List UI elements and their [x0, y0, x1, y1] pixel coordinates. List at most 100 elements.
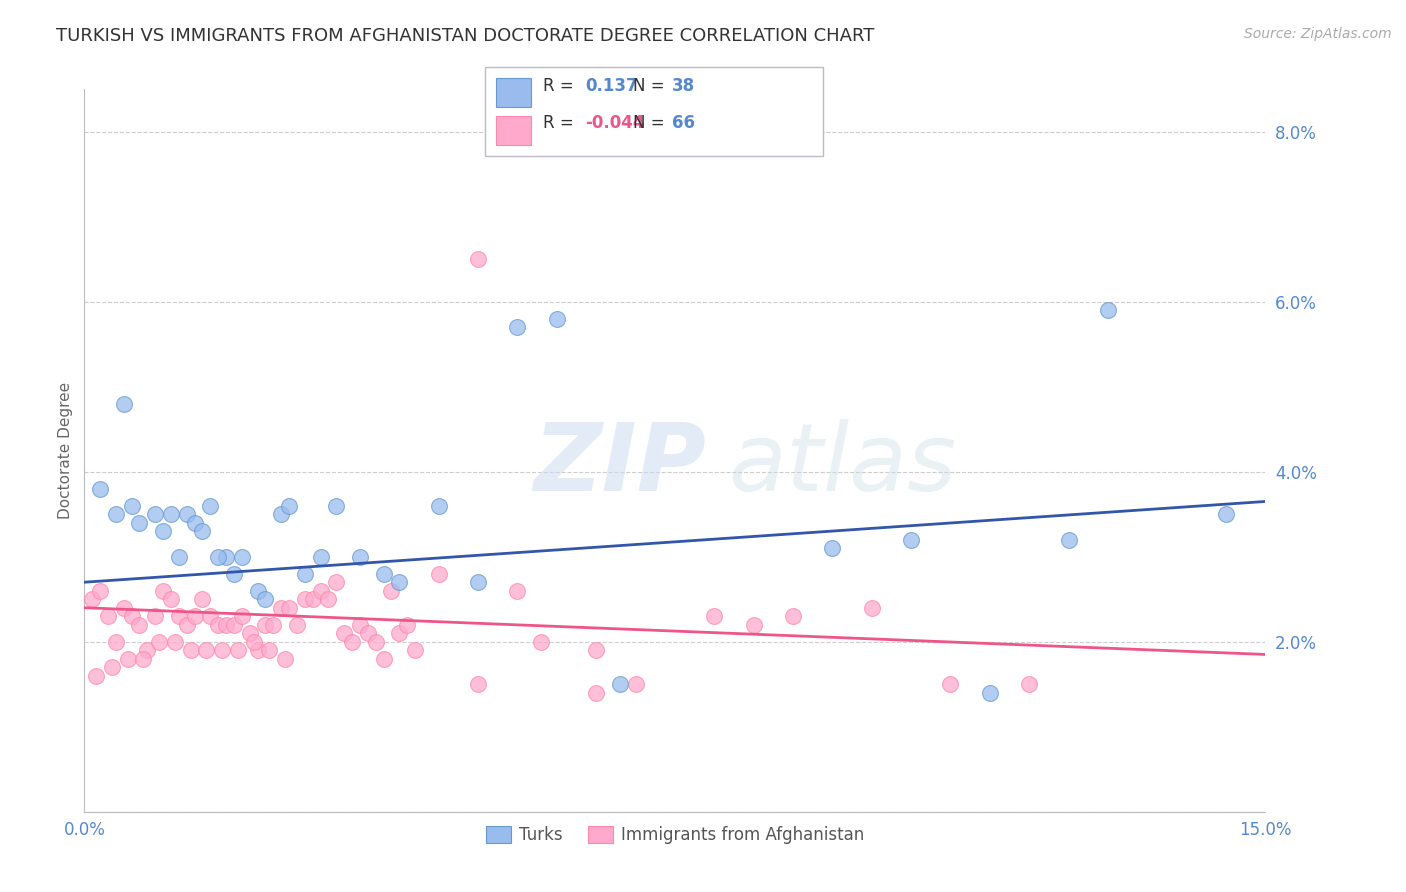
- Point: [121, 609, 143, 624]
- Point: [82, 592, 104, 607]
- Point: [254, 592, 277, 607]
- Point: [89, 482, 111, 496]
- Point: [318, 592, 340, 607]
- Point: [294, 592, 316, 607]
- Point: [1057, 533, 1080, 547]
- Point: [506, 320, 529, 334]
- Point: [112, 397, 135, 411]
- Text: Source: ZipAtlas.com: Source: ZipAtlas.com: [1244, 27, 1392, 41]
- Point: [101, 660, 124, 674]
- Point: [143, 507, 166, 521]
- Point: [467, 677, 489, 691]
- Point: [546, 311, 568, 326]
- Text: 66: 66: [672, 114, 695, 132]
- Point: [388, 575, 411, 590]
- Text: N =: N =: [633, 77, 669, 95]
- Point: [180, 643, 202, 657]
- Point: [349, 549, 371, 564]
- Point: [160, 507, 183, 521]
- Point: [340, 634, 363, 648]
- Point: [349, 617, 371, 632]
- Text: R =: R =: [543, 77, 579, 95]
- Text: N =: N =: [633, 114, 669, 132]
- Point: [191, 524, 214, 539]
- Point: [152, 524, 174, 539]
- Point: [388, 626, 411, 640]
- Point: [939, 677, 962, 691]
- Point: [259, 643, 281, 657]
- Point: [742, 617, 765, 632]
- Point: [333, 626, 356, 640]
- Point: [176, 617, 198, 632]
- Point: [301, 592, 323, 607]
- Point: [148, 634, 170, 648]
- Point: [1215, 507, 1237, 521]
- Point: [364, 634, 387, 648]
- Point: [121, 499, 143, 513]
- Text: 38: 38: [672, 77, 695, 95]
- Point: [821, 541, 844, 556]
- Point: [427, 499, 450, 513]
- Point: [325, 499, 347, 513]
- Point: [309, 583, 332, 598]
- Point: [624, 677, 647, 691]
- Point: [270, 507, 292, 521]
- Point: [467, 575, 489, 590]
- Point: [84, 669, 107, 683]
- Point: [167, 549, 190, 564]
- Text: atlas: atlas: [728, 419, 956, 510]
- Point: [183, 516, 205, 530]
- Point: [211, 643, 233, 657]
- Point: [404, 643, 426, 657]
- Point: [246, 583, 269, 598]
- Point: [191, 592, 214, 607]
- Point: [207, 549, 229, 564]
- Point: [195, 643, 218, 657]
- Point: [294, 566, 316, 581]
- Point: [222, 566, 245, 581]
- Point: [285, 617, 308, 632]
- Point: [132, 651, 155, 665]
- Point: [467, 252, 489, 267]
- Point: [215, 549, 238, 564]
- Point: [373, 566, 395, 581]
- Point: [396, 617, 419, 632]
- Point: [274, 651, 297, 665]
- Text: R =: R =: [543, 114, 579, 132]
- Point: [231, 609, 253, 624]
- Text: TURKISH VS IMMIGRANTS FROM AFGHANISTAN DOCTORATE DEGREE CORRELATION CHART: TURKISH VS IMMIGRANTS FROM AFGHANISTAN D…: [56, 27, 875, 45]
- Point: [200, 499, 222, 513]
- Point: [585, 643, 607, 657]
- Point: [152, 583, 174, 598]
- Point: [270, 600, 292, 615]
- Point: [104, 507, 127, 521]
- Point: [167, 609, 190, 624]
- Point: [128, 617, 150, 632]
- Point: [104, 634, 127, 648]
- Point: [97, 609, 120, 624]
- Point: [900, 533, 922, 547]
- Point: [222, 617, 245, 632]
- Point: [112, 600, 135, 615]
- Point: [703, 609, 725, 624]
- Point: [136, 643, 159, 657]
- Point: [89, 583, 111, 598]
- Point: [278, 600, 301, 615]
- Point: [231, 549, 253, 564]
- Point: [860, 600, 883, 615]
- Point: [262, 617, 284, 632]
- Point: [506, 583, 529, 598]
- Point: [200, 609, 222, 624]
- Point: [176, 507, 198, 521]
- Point: [215, 617, 238, 632]
- Point: [585, 686, 607, 700]
- Text: ZIP: ZIP: [533, 419, 706, 511]
- Point: [1097, 303, 1119, 318]
- Point: [160, 592, 183, 607]
- Point: [183, 609, 205, 624]
- Point: [325, 575, 347, 590]
- Point: [278, 499, 301, 513]
- Point: [254, 617, 277, 632]
- Point: [309, 549, 332, 564]
- Point: [609, 677, 631, 691]
